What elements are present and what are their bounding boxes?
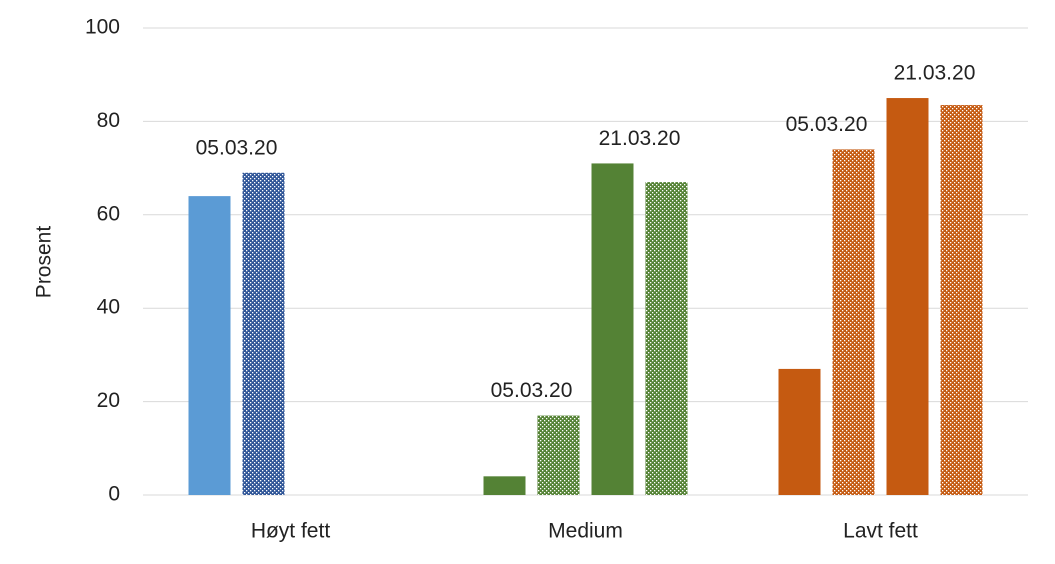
y-tick-label: 100 xyxy=(85,16,120,39)
annotation: 05.03.20 xyxy=(491,379,573,402)
bar xyxy=(886,98,929,496)
bar xyxy=(940,105,983,496)
y-tick-label: 20 xyxy=(97,389,120,412)
y-axis-label: Prosent xyxy=(33,226,56,299)
annotation: 05.03.20 xyxy=(196,136,278,159)
bar xyxy=(778,368,821,495)
bar xyxy=(242,172,285,495)
bar xyxy=(832,149,875,496)
y-tick-label: 80 xyxy=(97,109,120,132)
x-tick-label: Høyt fett xyxy=(251,520,331,543)
bar xyxy=(188,196,231,495)
annotation: 21.03.20 xyxy=(599,127,681,150)
annotation: 05.03.20 xyxy=(786,113,868,136)
annotation: 21.03.20 xyxy=(894,62,976,85)
x-tick-label: Medium xyxy=(548,520,623,543)
bar xyxy=(591,163,634,495)
bar xyxy=(645,182,688,496)
y-tick-label: 40 xyxy=(97,296,120,319)
x-tick-label: Lavt fett xyxy=(843,520,918,543)
y-tick-label: 60 xyxy=(97,202,120,225)
bar xyxy=(483,476,526,495)
y-tick-label: 0 xyxy=(108,483,120,506)
bar xyxy=(537,415,580,495)
